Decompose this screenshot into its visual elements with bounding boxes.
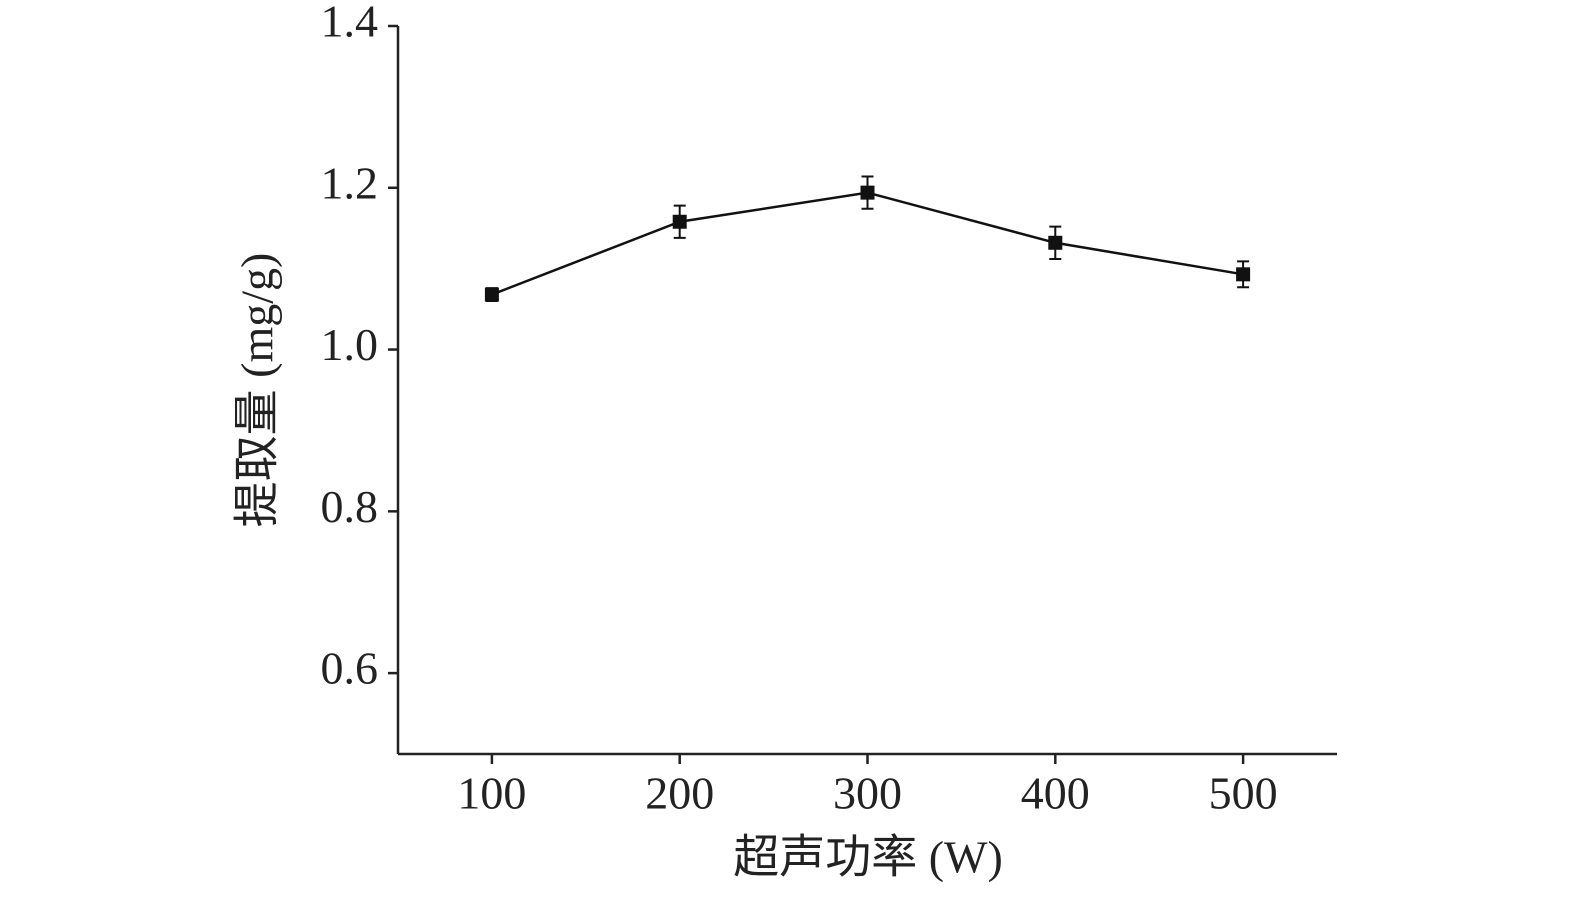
x-axis-label: 超声功率 (W) [733, 832, 1003, 883]
x-tick-label: 100 [457, 768, 526, 819]
y-tick-label: 1.0 [321, 319, 379, 370]
y-tick-label: 1.4 [321, 0, 379, 47]
x-tick-label: 400 [1021, 768, 1090, 819]
data-point [1236, 267, 1251, 282]
data-point [484, 287, 499, 302]
y-tick-label: 1.2 [321, 157, 379, 208]
x-tick-label: 500 [1209, 768, 1278, 819]
data-point [860, 185, 875, 200]
x-tick-label: 300 [833, 768, 902, 819]
y-axis-label: 提取量 (mg/g) [232, 253, 283, 528]
data-point [672, 214, 687, 229]
data-point [1048, 235, 1063, 250]
y-tick-label: 0.8 [321, 481, 379, 532]
y-tick-label: 0.6 [321, 643, 379, 694]
x-tick-label: 200 [645, 768, 714, 819]
